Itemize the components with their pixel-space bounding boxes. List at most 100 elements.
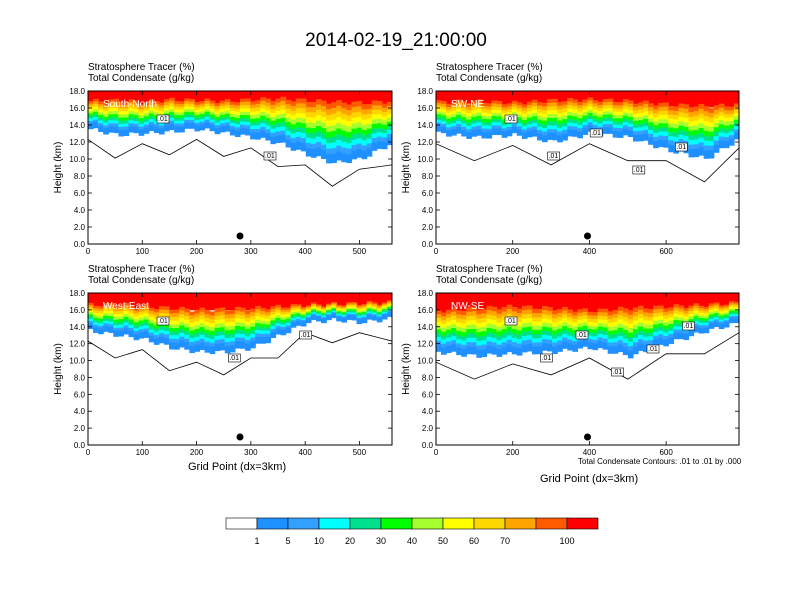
tracer-cell [597, 312, 604, 320]
tracer-cell [451, 332, 457, 340]
tracer-cell [683, 104, 690, 113]
tracer-cell [250, 101, 256, 109]
tracer-cell [643, 308, 649, 316]
tracer-cell [562, 341, 568, 349]
tracer-cell [597, 308, 604, 316]
tracer-cell [582, 325, 589, 333]
tracer-field [88, 91, 392, 187]
tracer-cell [255, 305, 261, 313]
tracer-cell [351, 145, 358, 154]
tracer-cell [376, 127, 383, 136]
tracer-cell [698, 137, 705, 146]
tracer-cell [174, 331, 180, 339]
tracer-cell [668, 337, 674, 344]
tracer-cell [255, 118, 261, 126]
tracer-cell [491, 311, 498, 320]
tracer-cell [708, 126, 715, 136]
tracer-cell [229, 314, 236, 322]
tracer-cell [693, 120, 700, 129]
tracer-cell [572, 344, 578, 352]
contour-label: .01 [506, 116, 516, 123]
tracer-cell [501, 311, 508, 320]
tracer-cell [597, 323, 604, 331]
tracer-cell [658, 119, 664, 127]
tracer-cell [189, 334, 195, 342]
tracer-cell [648, 129, 654, 138]
tracer-cell [184, 331, 190, 339]
tracer-cell [184, 327, 190, 335]
tracer-cell [542, 135, 548, 143]
tracer-cell [179, 310, 185, 318]
tracer-cell [632, 333, 639, 342]
tracer-cell [506, 335, 513, 344]
tracer-cell [632, 131, 639, 139]
tracer-cell [366, 133, 373, 142]
tracer-cell [240, 307, 246, 315]
tracer-cell [376, 105, 383, 114]
tracer-cell [501, 131, 508, 138]
y-tick-label: 18.0 [417, 87, 433, 96]
tracer-cell [361, 140, 368, 149]
tracer-cell [562, 306, 568, 315]
tracer-cell [521, 318, 528, 327]
tracer-cell [280, 329, 287, 336]
tracer-cell [305, 137, 312, 147]
tracer-cell [547, 121, 553, 129]
tracer-cell [552, 330, 558, 338]
tracer-cell [496, 322, 503, 331]
tracer-cell [270, 132, 277, 141]
tracer-field [436, 293, 739, 380]
tracer-cell [361, 104, 368, 113]
tracer-cell [290, 322, 297, 328]
tracer-cell [703, 116, 710, 125]
tracer-cell [346, 104, 353, 114]
tracer-cell [648, 312, 654, 321]
tracer-cell [713, 114, 720, 122]
tracer-cell [194, 125, 201, 132]
tracer-cell [653, 309, 659, 317]
tracer-cell [204, 337, 211, 345]
tracer-cell [224, 342, 231, 350]
tracer-cell [331, 313, 337, 319]
tracer-cell [481, 331, 488, 340]
tracer-cell [128, 330, 135, 338]
y-tick-label: 12.0 [417, 340, 433, 349]
tracer-cell [466, 307, 472, 316]
tracer-cell [552, 346, 558, 355]
tracer-cell [668, 127, 674, 136]
tracer-cell [577, 312, 584, 320]
tracer-cell [466, 311, 472, 320]
tracer-cell [602, 338, 609, 346]
tracer-cell [713, 321, 720, 328]
x-tick-label: 0 [86, 448, 91, 457]
tracer-cell [653, 133, 659, 141]
tracer-cell [643, 129, 649, 138]
tracer-cell [381, 141, 388, 150]
tracer-cell [668, 140, 674, 148]
tracer-cell [592, 322, 599, 330]
tracer-cell [336, 134, 342, 144]
tracer-cell [265, 98, 271, 106]
tracer-cell [582, 336, 589, 344]
tracer-cell [285, 135, 292, 144]
tracer-cell [683, 122, 690, 131]
tracer-cell [481, 308, 488, 317]
tracer-cell [622, 128, 629, 136]
tracer-cell [526, 326, 533, 335]
tracer-cell [638, 120, 644, 128]
x-axis-label-left: Grid Point (dx=3km) [188, 461, 287, 473]
tracer-cell [461, 327, 467, 336]
tracer-cell [658, 327, 664, 335]
x-tick-label: 300 [244, 448, 258, 457]
tracer-cell [441, 328, 447, 336]
tracer-cell [436, 321, 442, 330]
tracer-cell [552, 342, 558, 350]
tracer-cell [466, 333, 472, 342]
tracer-cell [280, 126, 287, 135]
tracer-cell [496, 128, 503, 136]
tracer-cell [331, 119, 337, 129]
tracer-cell [179, 340, 185, 348]
tracer-cell [638, 322, 644, 331]
y-axis-label: Height (km) [53, 343, 64, 395]
tracer-cell [693, 111, 700, 120]
